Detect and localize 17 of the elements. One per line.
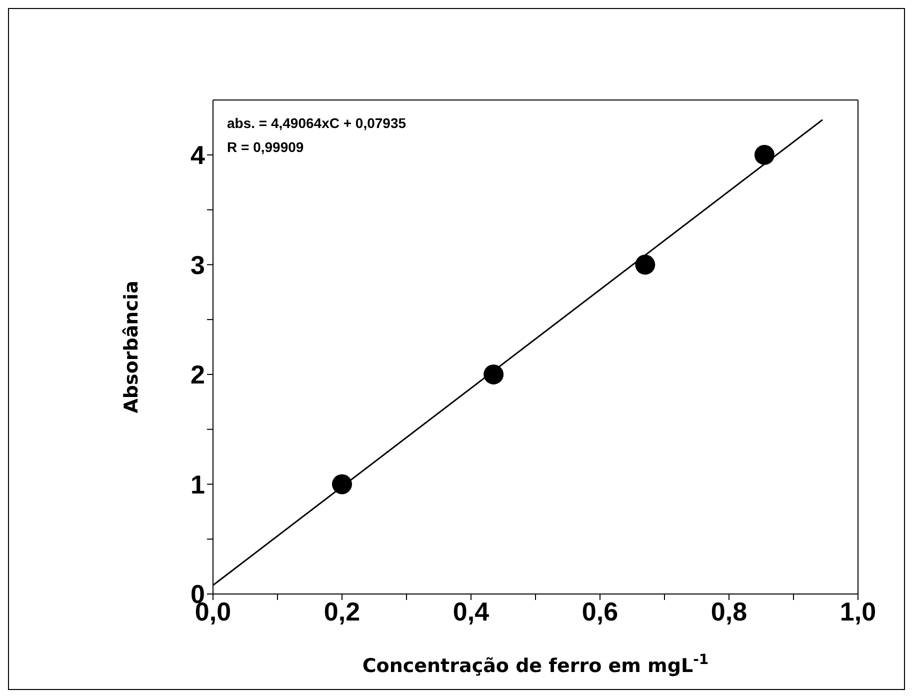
y-tick-label: 1 [190,469,205,500]
point [754,144,774,165]
point [332,474,352,494]
y-tick-label: 4 [190,140,206,170]
x-tick-label: 0,2 [324,596,360,626]
point [484,364,504,384]
y-axis-title: Absorbância [120,280,143,414]
x-tick-label: 1,0 [840,596,876,626]
x-tick-label: 0,6 [582,596,618,626]
x-axis-title: Concentração de ferro em mgL$^{-1}$ [362,652,709,677]
x-tick-label: 0,8 [710,596,748,626]
y-tick-label: 3 [190,250,205,280]
annotation: abs. = 4,49064xC + 0,07935 [227,114,406,133]
y-tick-label: 2 [190,360,205,390]
annotation: R = 0,99909 [227,138,305,157]
x-tick-label: 0,4 [452,596,490,626]
point [635,254,656,275]
